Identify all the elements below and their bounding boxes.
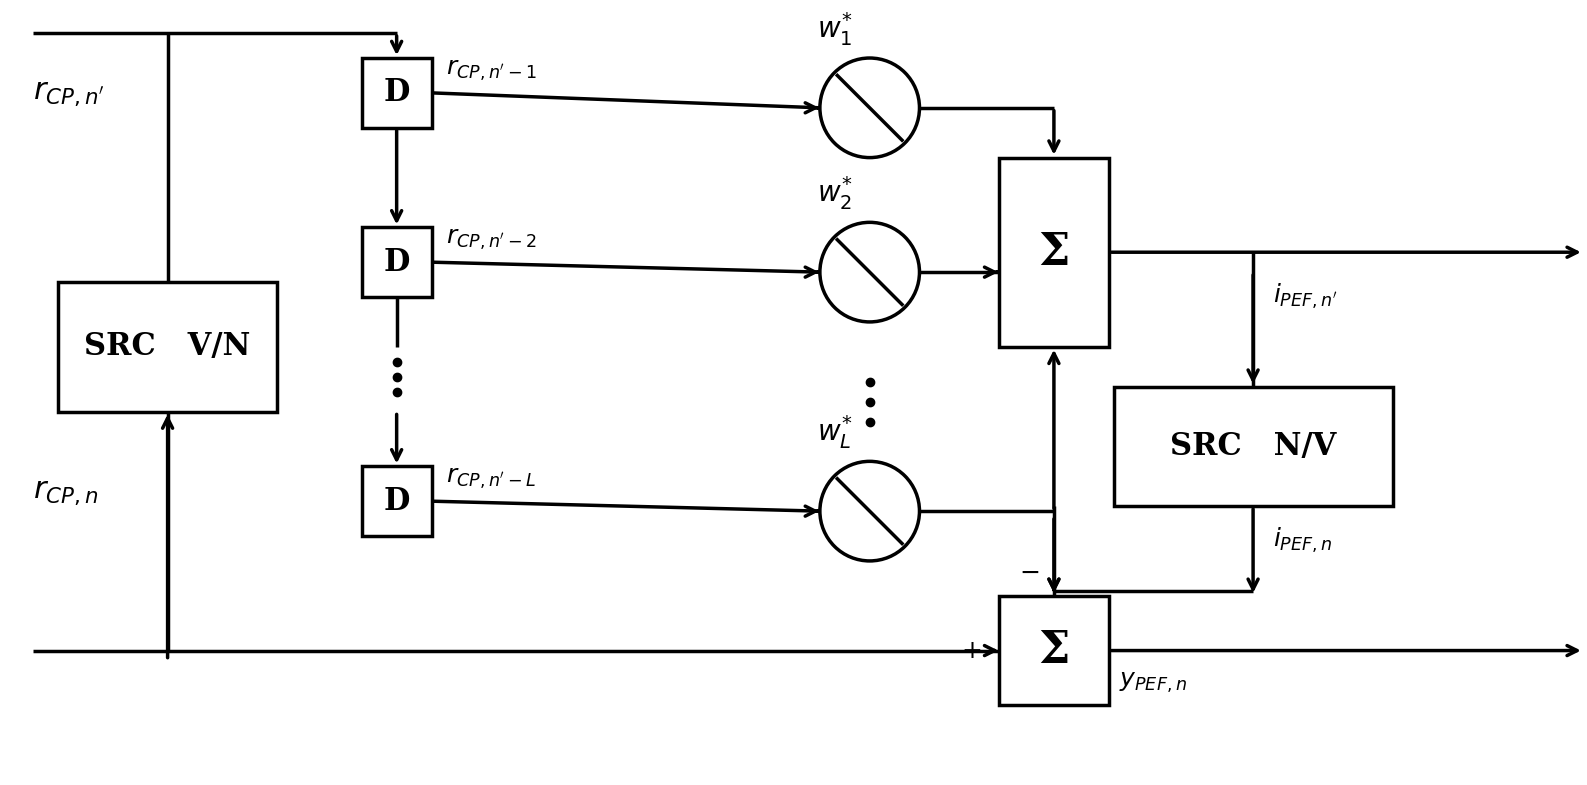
Text: $w_L^{*}$: $w_L^{*}$: [817, 414, 852, 451]
Text: $+$: $+$: [962, 638, 981, 663]
Text: $r_{CP,n^{\prime}-1}$: $r_{CP,n^{\prime}-1}$: [446, 59, 536, 83]
Text: $r_{CP,n^{\prime}-L}$: $r_{CP,n^{\prime}-L}$: [446, 467, 536, 491]
Bar: [1000, 596, 1109, 706]
Text: $y_{PEF,n}$: $y_{PEF,n}$: [1119, 670, 1187, 695]
Text: D: D: [384, 246, 409, 278]
Bar: [362, 466, 432, 536]
Text: SRC   N/V: SRC N/V: [1170, 431, 1336, 462]
Text: $i_{PEF,n^{\prime}}$: $i_{PEF,n^{\prime}}$: [1273, 282, 1338, 311]
Text: $i_{PEF,n}$: $i_{PEF,n}$: [1273, 526, 1333, 555]
Text: D: D: [384, 78, 409, 108]
Text: $r_{CP,n^{\prime}}$: $r_{CP,n^{\prime}}$: [33, 78, 105, 108]
Text: $r_{CP,n^{\prime}-2}$: $r_{CP,n^{\prime}-2}$: [446, 228, 536, 252]
Text: $w_2^{*}$: $w_2^{*}$: [817, 174, 852, 213]
Bar: [362, 228, 432, 297]
Circle shape: [820, 58, 919, 158]
Bar: [362, 58, 432, 128]
Text: SRC   V/N: SRC V/N: [84, 331, 251, 363]
Bar: [59, 282, 278, 411]
Text: Σ: Σ: [1038, 629, 1070, 672]
Circle shape: [820, 462, 919, 561]
Text: $w_1^{*}$: $w_1^{*}$: [817, 10, 852, 48]
Text: $-$: $-$: [1019, 560, 1039, 584]
Circle shape: [820, 222, 919, 322]
Bar: [1114, 387, 1392, 506]
Text: Σ: Σ: [1038, 231, 1070, 274]
Bar: [1000, 158, 1109, 347]
Text: D: D: [384, 486, 409, 517]
Text: $r_{CP,n}$: $r_{CP,n}$: [33, 476, 98, 507]
